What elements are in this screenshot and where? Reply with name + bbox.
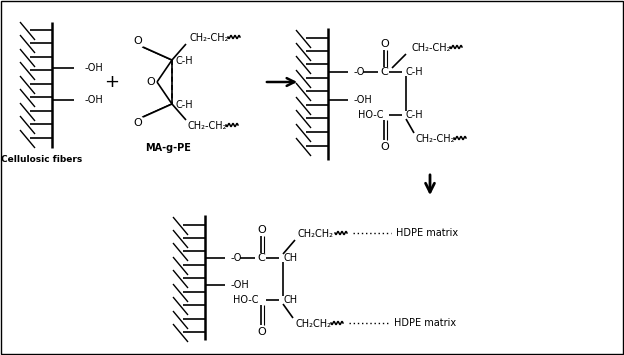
Text: HDPE matrix: HDPE matrix bbox=[396, 228, 458, 238]
Text: -OH: -OH bbox=[354, 95, 373, 105]
Text: HO-C: HO-C bbox=[233, 295, 258, 305]
Text: C: C bbox=[257, 253, 265, 263]
Text: CH₂-CH₂: CH₂-CH₂ bbox=[416, 134, 456, 144]
Text: O: O bbox=[258, 225, 266, 235]
Text: CH: CH bbox=[283, 253, 297, 263]
Text: O: O bbox=[134, 118, 142, 128]
Text: O: O bbox=[381, 39, 389, 49]
Text: -O: -O bbox=[231, 253, 242, 263]
Text: CH₂-CH₂: CH₂-CH₂ bbox=[188, 121, 228, 131]
Text: C-H: C-H bbox=[175, 56, 193, 66]
Text: CH₂-CH₂: CH₂-CH₂ bbox=[190, 33, 230, 43]
Text: CH₂CH₂: CH₂CH₂ bbox=[298, 229, 334, 239]
Text: CH: CH bbox=[283, 295, 297, 305]
Text: Cellulosic fibers: Cellulosic fibers bbox=[1, 155, 82, 164]
Text: O: O bbox=[147, 77, 155, 87]
Text: C-H: C-H bbox=[175, 100, 193, 110]
Text: +: + bbox=[104, 73, 120, 91]
Text: O: O bbox=[381, 142, 389, 152]
Text: HO-C: HO-C bbox=[358, 110, 384, 120]
Text: C-H: C-H bbox=[406, 67, 424, 77]
Text: C-H: C-H bbox=[406, 110, 424, 120]
Text: -OH: -OH bbox=[85, 95, 104, 105]
Text: CH₂-CH₂: CH₂-CH₂ bbox=[412, 43, 452, 53]
Text: O: O bbox=[258, 327, 266, 337]
Text: MA-g-PE: MA-g-PE bbox=[145, 143, 191, 153]
Text: HDPE matrix: HDPE matrix bbox=[394, 318, 456, 328]
Text: O: O bbox=[134, 36, 142, 46]
Text: -OH: -OH bbox=[231, 280, 250, 290]
Text: CH₂CH₂: CH₂CH₂ bbox=[295, 319, 331, 329]
Text: -OH: -OH bbox=[85, 63, 104, 73]
Text: C: C bbox=[380, 67, 388, 77]
Text: -O: -O bbox=[354, 67, 366, 77]
